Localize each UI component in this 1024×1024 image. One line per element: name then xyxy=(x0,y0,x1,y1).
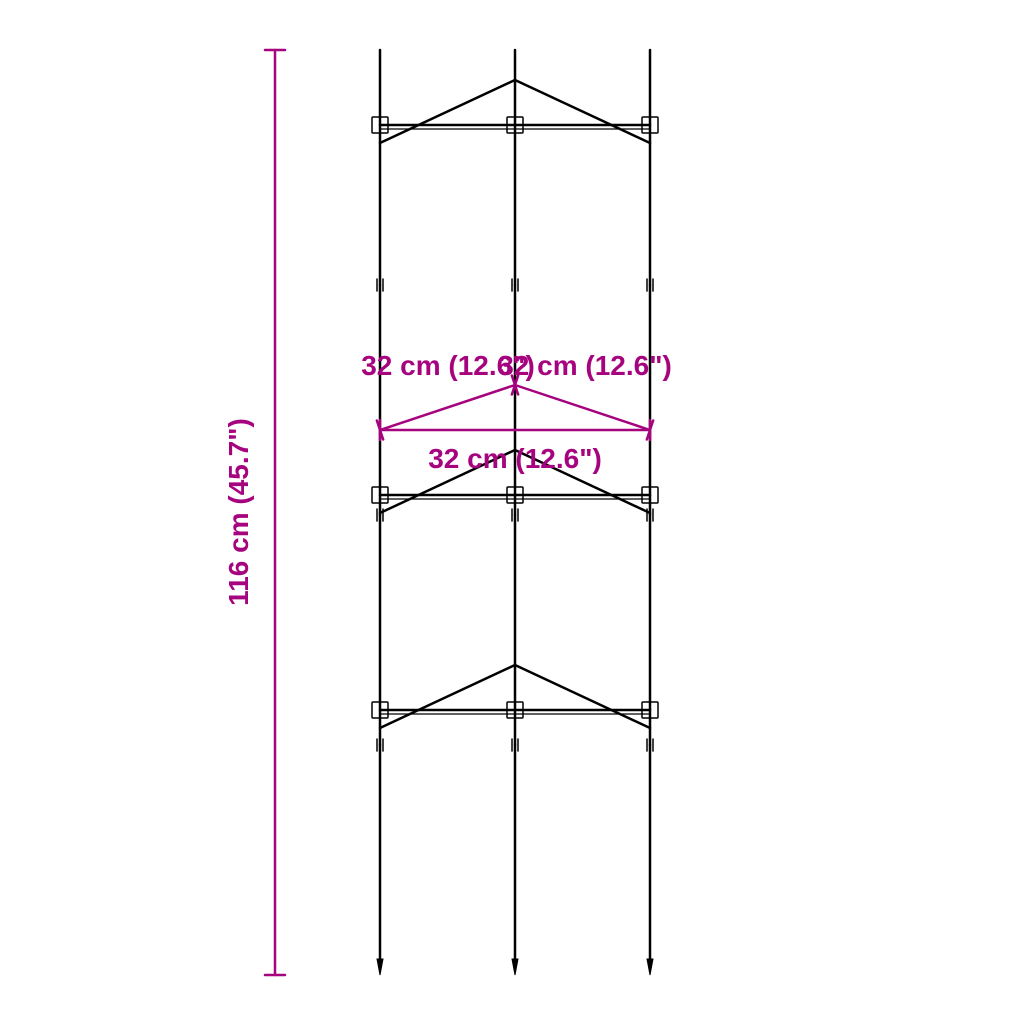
product-drawing xyxy=(372,50,658,975)
dim-front-label: 32 cm (12.6") xyxy=(428,443,602,474)
dim-right-label: 32 cm (12.6") xyxy=(498,350,672,381)
dim-height-label: 116 cm (45.7") xyxy=(223,418,254,606)
dim-width-group: 32 cm (12.6")32 cm (12.6")32 cm (12.6") xyxy=(361,350,672,474)
pole-1 xyxy=(512,50,518,975)
dim-height: 116 cm (45.7") xyxy=(223,50,285,975)
